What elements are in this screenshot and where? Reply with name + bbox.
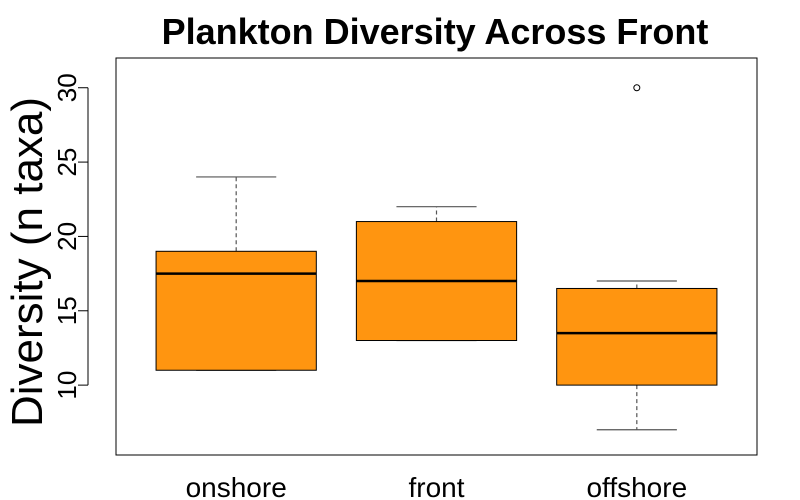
iqr-box xyxy=(556,287,718,386)
x-tick-label: front xyxy=(408,472,464,500)
iqr-box xyxy=(155,250,317,371)
y-tick-label: 20 xyxy=(52,222,82,251)
x-axis-labels: onshore front offshore xyxy=(186,472,688,500)
box-group xyxy=(155,84,718,431)
outlier-point xyxy=(633,84,641,92)
y-axis-label: Diversity (n taxa) xyxy=(3,97,52,427)
chart-title: Plankton Diversity Across Front xyxy=(162,11,709,52)
y-tick-label: 15 xyxy=(52,296,82,325)
plot-frame xyxy=(115,57,758,456)
y-axis-ticks: 10 15 20 25 30 xyxy=(52,73,88,400)
box-onshore xyxy=(155,176,317,371)
y-tick-label: 25 xyxy=(52,148,82,177)
x-tick-label: offshore xyxy=(586,472,687,500)
y-tick-label: 30 xyxy=(52,73,82,102)
box-front xyxy=(355,206,518,342)
y-tick-label: 10 xyxy=(52,371,82,400)
x-tick-label: onshore xyxy=(186,472,287,500)
box-offshore xyxy=(556,84,718,431)
